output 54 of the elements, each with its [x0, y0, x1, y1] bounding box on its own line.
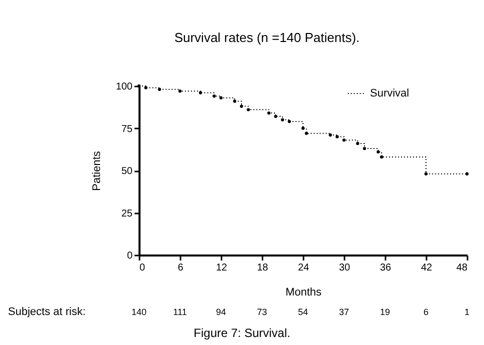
point — [219, 96, 223, 100]
text: 1 — [464, 307, 470, 317]
point — [376, 150, 380, 154]
text: 73 — [256, 307, 268, 317]
point — [465, 172, 469, 176]
point — [212, 94, 216, 98]
text: 37 — [338, 307, 350, 317]
point — [137, 84, 141, 88]
y-tick-label: 100 — [116, 82, 133, 92]
point — [144, 86, 148, 90]
x-tick-label: 18 — [256, 262, 268, 274]
point — [246, 108, 250, 112]
point — [380, 155, 384, 159]
y-tick-label: 0 — [126, 250, 133, 262]
x-tick-label: 48 — [456, 262, 468, 274]
point — [424, 172, 428, 176]
text: 94 — [216, 307, 226, 317]
point — [301, 126, 305, 130]
x-tick-label: 12 — [216, 262, 228, 274]
point — [288, 120, 291, 124]
point — [280, 118, 284, 122]
caption: Figure 7: Survival. — [194, 326, 290, 340]
point — [356, 142, 360, 146]
y-tick-label: 75 — [121, 124, 133, 135]
text: 111 — [173, 307, 187, 317]
text: 6 — [423, 307, 429, 317]
y-axis-title: Patients — [90, 150, 103, 191]
point — [178, 89, 182, 93]
legend-label: Survival — [370, 88, 410, 100]
x-tick-label: 42 — [420, 262, 432, 274]
point — [274, 114, 278, 118]
text: Subjects at risk: — [8, 306, 86, 318]
text: 140 — [131, 307, 147, 317]
chart-title: Survival rates (n =140 Patients). — [174, 30, 360, 45]
x-tick-label: 30 — [338, 262, 350, 274]
text: 19 — [380, 307, 390, 317]
text: 54 — [298, 307, 308, 317]
point — [328, 133, 332, 137]
y-tick-label: 50 — [121, 166, 133, 177]
x-tick-label: 36 — [380, 262, 392, 274]
point — [267, 111, 270, 115]
point — [240, 104, 244, 108]
point — [158, 88, 162, 91]
point — [342, 138, 346, 142]
x-tick-label: 6 — [178, 262, 184, 274]
point — [198, 91, 202, 94]
point — [233, 100, 236, 103]
y-tick-label: 25 — [121, 208, 133, 220]
x-tick-label: 0 — [140, 262, 146, 274]
x-axis-title: Months — [285, 286, 322, 298]
x-tick-label: 24 — [298, 262, 310, 274]
point — [336, 135, 339, 138]
point — [304, 132, 308, 135]
point — [362, 146, 366, 150]
